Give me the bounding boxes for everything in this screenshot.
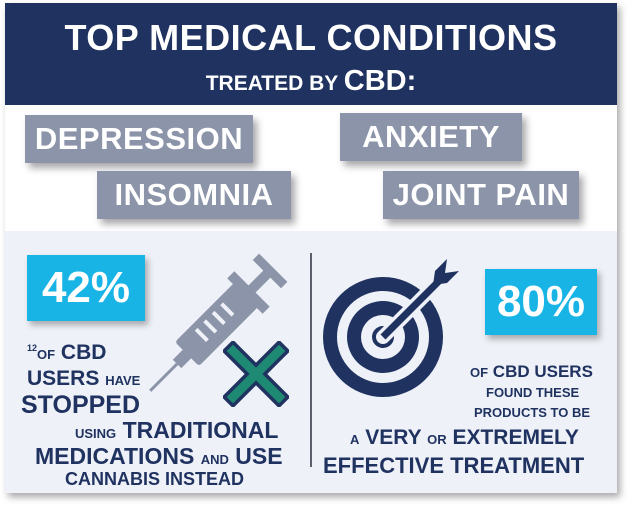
right-text-line-2: FOUND THESE bbox=[486, 385, 580, 400]
syringe-icon bbox=[149, 253, 288, 392]
right-text-line-5: EFFECTIVE TREATMENT bbox=[323, 453, 585, 478]
condition-tag-anxiety: ANXIETY bbox=[340, 113, 522, 161]
page-title: TOP MEDICAL CONDITIONS bbox=[64, 17, 558, 58]
subtitle-prefix: TREATED BY bbox=[205, 72, 338, 95]
target-icon bbox=[323, 259, 459, 397]
infographic-card: TOP MEDICAL CONDITIONS TREATED BY CBD: D… bbox=[5, 3, 617, 493]
page-subtitle: TREATED BY CBD: bbox=[5, 65, 617, 98]
left-text-line-5: MEDICATIONS AND USE bbox=[35, 443, 283, 469]
left-text-line-6: CANNABIS INSTEAD bbox=[65, 469, 245, 489]
left-text-line-2: USERS HAVE bbox=[27, 367, 141, 390]
center-divider bbox=[310, 253, 312, 467]
right-text-line-1: OF CBD USERS bbox=[470, 362, 593, 381]
condition-tag-joint-pain: JOINT PAIN bbox=[383, 171, 579, 219]
x-mark-icon bbox=[223, 341, 289, 407]
left-text-line-1: 12OF CBD bbox=[27, 341, 107, 364]
stat-80-badge: 80% bbox=[485, 269, 597, 335]
left-text-line-4: USING TRADITIONAL bbox=[75, 417, 279, 443]
left-text-line-3: STOPPED bbox=[21, 391, 141, 419]
subtitle-cbd: CBD: bbox=[343, 65, 417, 97]
stats-panel: 42% bbox=[5, 231, 617, 493]
header-banner: TOP MEDICAL CONDITIONS TREATED BY CBD: bbox=[5, 3, 617, 105]
stat-42-badge: 42% bbox=[27, 255, 145, 321]
condition-tag-depression: DEPRESSION bbox=[25, 115, 253, 163]
right-text-line-3: PRODUCTS TO BE bbox=[474, 405, 591, 420]
footnote-marker: 12 bbox=[27, 343, 38, 353]
right-text-line-4: A VERY OR EXTREMELY bbox=[350, 426, 579, 449]
condition-tag-insomnia: INSOMNIA bbox=[97, 171, 291, 219]
